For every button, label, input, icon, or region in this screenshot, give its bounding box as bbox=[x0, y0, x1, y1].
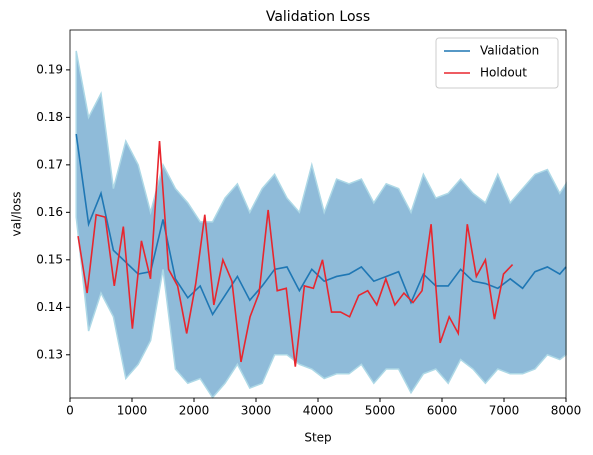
y-tick-label: 0.18 bbox=[36, 110, 63, 124]
chart-title: Validation Loss bbox=[266, 9, 370, 25]
y-tick-label: 0.14 bbox=[36, 300, 63, 314]
x-tick-label: 0 bbox=[66, 404, 74, 418]
x-tick-label: 2000 bbox=[179, 404, 210, 418]
x-axis-label: Step bbox=[304, 431, 331, 445]
y-tick-label: 0.19 bbox=[36, 62, 63, 76]
y-tick-label: 0.17 bbox=[36, 157, 63, 171]
line-series bbox=[77, 141, 514, 367]
y-tick-label: 0.16 bbox=[36, 205, 63, 219]
legend-label: Holdout bbox=[480, 66, 527, 80]
x-tick-label: 7000 bbox=[489, 404, 520, 418]
y-axis-label: val/loss bbox=[10, 191, 24, 236]
confidence-band bbox=[75, 50, 567, 399]
x-tick-label: 8000 bbox=[551, 404, 582, 418]
legend-label: Validation bbox=[480, 44, 539, 58]
x-tick-label: 6000 bbox=[427, 404, 458, 418]
x-tick-label: 1000 bbox=[117, 404, 148, 418]
y-tick-label: 0.15 bbox=[36, 252, 63, 266]
x-tick-label: 5000 bbox=[365, 404, 396, 418]
y-tick-label: 0.13 bbox=[36, 347, 63, 361]
x-tick-label: 3000 bbox=[241, 404, 272, 418]
x-tick-label: 4000 bbox=[303, 404, 334, 418]
